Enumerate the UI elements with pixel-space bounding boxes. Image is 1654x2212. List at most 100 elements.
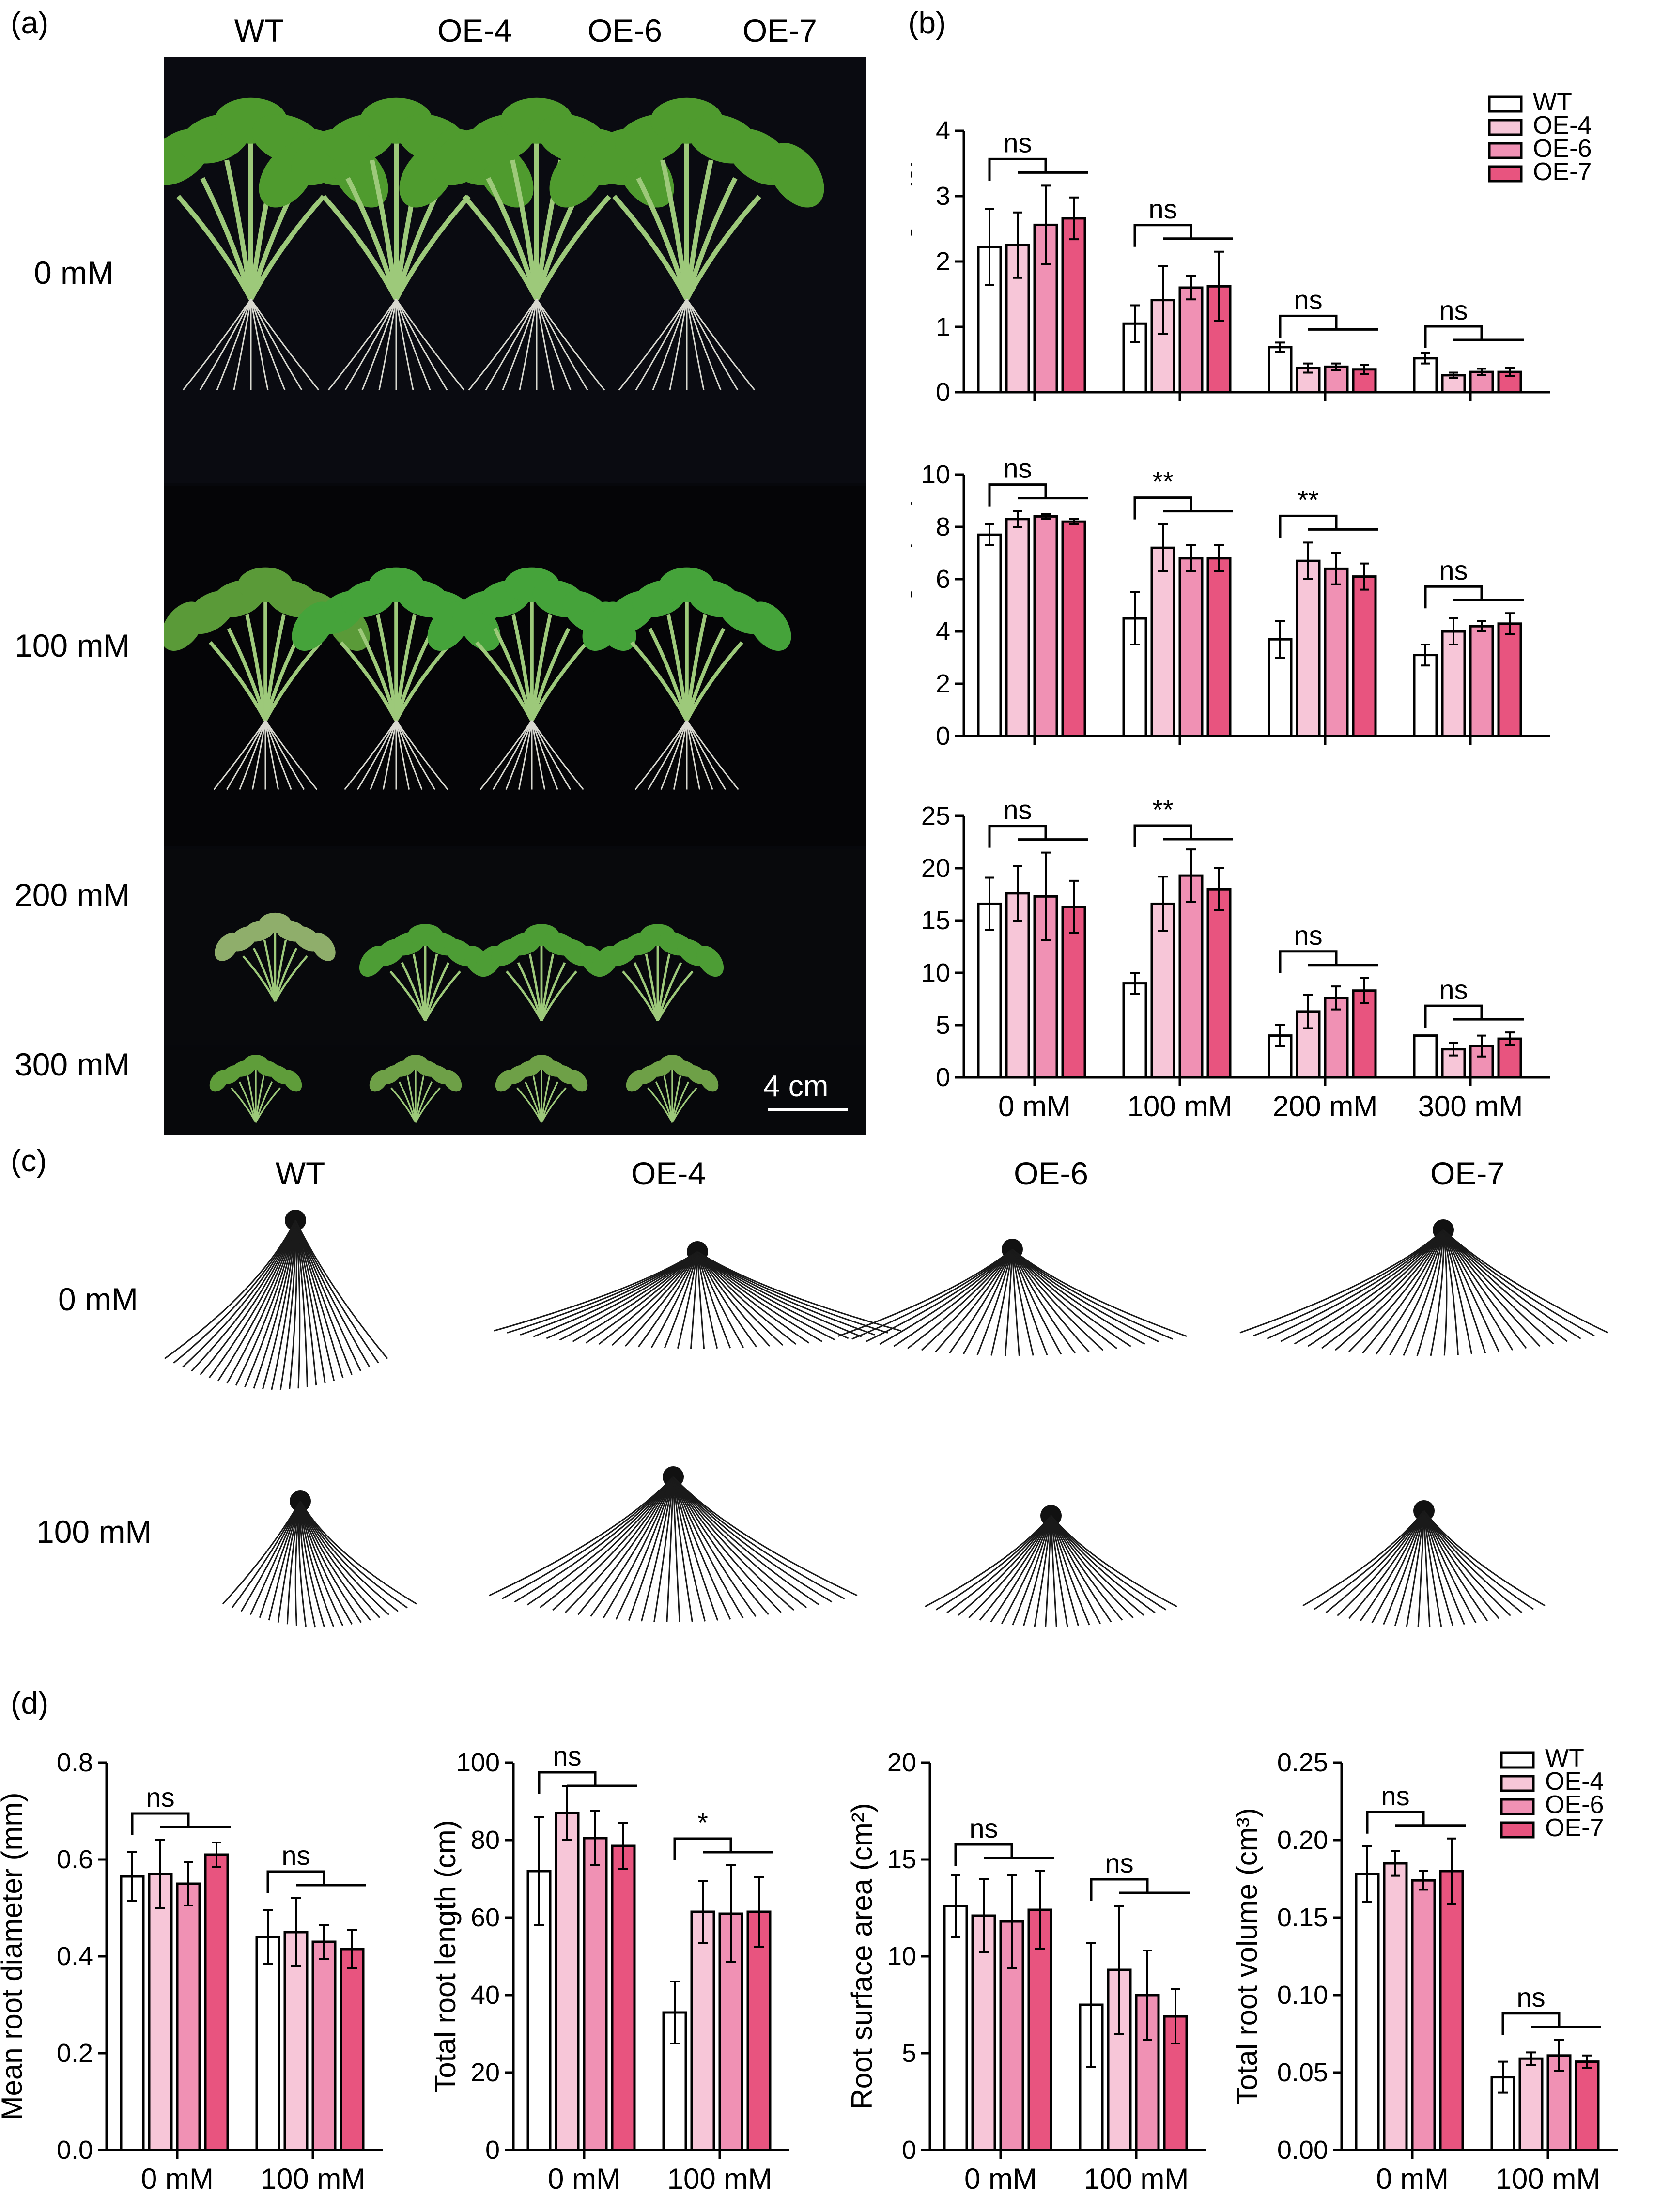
chart-fresh-weight: 0 1 2 3 4 Fresh weight (g) ns ns ns ns WTOE-4OE-6O… [911,88,1592,407]
y-axis-title: Fresh weight (g) [911,156,912,366]
bar-oe-7 [1575,2060,1600,2151]
significance-bracket [1501,2012,1561,2035]
significance-bracket [988,483,1047,507]
panel-a-header-oe7: OE-7 [742,13,818,48]
bar-oe-7 [1061,217,1086,394]
root-scan-illustration [494,1241,901,1349]
bar-oe-7 [1027,1908,1052,2151]
bar-oe-6 [1033,515,1058,737]
y-tick-label: 0.10 [1277,1981,1328,2010]
significance-bracket [1279,314,1338,338]
legend-swatch-oe-7 [1500,1821,1535,1839]
fresh-weight-plot: 0 1 2 3 4 Fresh weight (g) ns ns ns ns [911,116,1550,407]
y-tick-label: 2 [936,247,950,276]
root-scan-panel [164,1210,1608,1628]
significance-label: ** [1152,794,1174,825]
significance-label: ** [1298,484,1319,515]
legend-swatch-wt [1500,1751,1535,1769]
significance-label: ns [281,1840,310,1871]
significance-bracket [131,1812,190,1835]
bar-oe-7 [746,1910,772,2151]
scale-bar-line [768,1108,848,1111]
panel-label-d: (d) [11,1686,49,1720]
plant-illustration [209,1055,302,1123]
chart-root-surface-area: 0 5 10 15 20 Root surface area (cm²) 0 mM ns 100… [846,1748,1206,2195]
panel-a-row-300mm: 300 mM [15,1046,130,1082]
y-tick-label: 0.2 [57,2039,93,2068]
bar-oe-6 [1411,1879,1436,2151]
panel-a-row-200mm: 200 mM [15,877,130,913]
root-surface-area-plot: 0 5 10 15 20 Root surface area (cm²) 0 mM ns 100… [846,1748,1206,2195]
total-root-length-plot: 0 20 40 60 80 100 Total root length (cm) 0 mM ns… [429,1741,789,2195]
panel-c-header-oe6: OE-6 [1013,1155,1089,1191]
significance-bracket [1366,1811,1425,1834]
bar-oe-6 [1469,625,1494,737]
y-tick-label: 10 [921,958,950,987]
legend-label: OE-4 [1533,111,1592,139]
bar-oe-7 [1439,1870,1464,2151]
root-scan-illustration [837,1239,1187,1356]
bar-oe-7 [611,1844,636,2151]
y-tick-label: 0.8 [57,1748,93,1777]
significance-bracket [1090,1878,1149,1901]
bar-oe-6 [1324,567,1349,737]
bar-oe-6 [1178,874,1204,1079]
y-tick-label: 1 [936,312,950,341]
bar-oe-7 [340,1948,365,2151]
panel-a-row-0mm: 0 mM [34,255,114,291]
panel-label-a: (a) [11,5,49,40]
panel-label-b: (b) [908,5,946,40]
chart-mean-root-diameter: 0.0 0.2 0.4 0.6 0.8 Mean root diameter (mm) 0 … [0,1748,383,2195]
plant-illustration [549,97,824,391]
y-axis-title: Total root volume (cm³) [1231,1808,1263,2104]
significance-label: ns [1003,127,1032,158]
plant-illustration [369,1055,462,1123]
bar-wt [1122,982,1147,1079]
legend-label: OE-7 [1545,1814,1604,1842]
significance-bracket [1279,950,1338,973]
significance-label: ns [1105,1848,1133,1878]
plant-illustration [591,924,724,1022]
legend-label: OE-6 [1533,135,1592,163]
significance-bracket [988,157,1047,181]
x-tick-label: 0 mM [964,2163,1037,2195]
panel-a-header-oe4: OE-4 [437,13,512,48]
x-tick-label: 100 mM [667,2163,773,2195]
plant-illustration [359,924,492,1022]
mean-root-diameter-plot: 0.0 0.2 0.4 0.6 0.8 Mean root diameter (mm) 0 … [0,1748,383,2195]
significance-bracket [1424,1004,1483,1028]
bar-oe-7 [1206,557,1232,737]
plant-height-plot: 0 2 4 6 8 10 Plant height (cm) ns ** ** ns [911,453,1550,751]
significance-bracket [1279,514,1338,538]
chart-total-root-length: 0 20 40 60 80 100 Total root length (cm) 0 mM ns… [429,1741,789,2195]
y-tick-label: 80 [471,1826,500,1855]
x-tick-label: 0 mM [141,2163,214,2195]
chart-number-of-blades: 0 5 10 15 20 25 Number of blades 0 mM ns 100 mM **… [911,794,1550,1122]
y-tick-label: 40 [471,1981,500,2010]
bar-oe-4 [1005,518,1030,737]
bar-oe-4 [1441,630,1466,737]
significance-bracket [266,1870,325,1893]
y-tick-label: 20 [921,854,950,883]
bar-oe-4 [1383,1862,1408,2151]
x-tick-label: 0 mM [998,1090,1071,1122]
plant-photo-illustration [113,57,866,1135]
significance-label: ns [1003,795,1032,825]
y-tick-label: 60 [471,1903,500,1932]
bar-wt [120,1875,145,2151]
root-scan-illustration [1239,1219,1608,1356]
x-tick-label: 0 mM [1376,2163,1449,2195]
y-tick-label: 4 [936,116,950,145]
significance-label: ns [1003,453,1032,484]
bar-oe-7 [204,1853,229,2151]
y-tick-label: 15 [921,906,950,935]
significance-label: ns [969,1813,998,1843]
y-tick-label: 8 [936,512,950,541]
plant-illustration [626,1055,719,1123]
plant-illustration [495,1055,588,1123]
y-tick-label: 25 [921,801,950,830]
bar-oe-7 [1061,520,1086,737]
panel-c-row-100mm: 100 mM [36,1514,152,1550]
root-scan-illustration [222,1490,417,1628]
y-tick-label: 15 [887,1845,916,1874]
